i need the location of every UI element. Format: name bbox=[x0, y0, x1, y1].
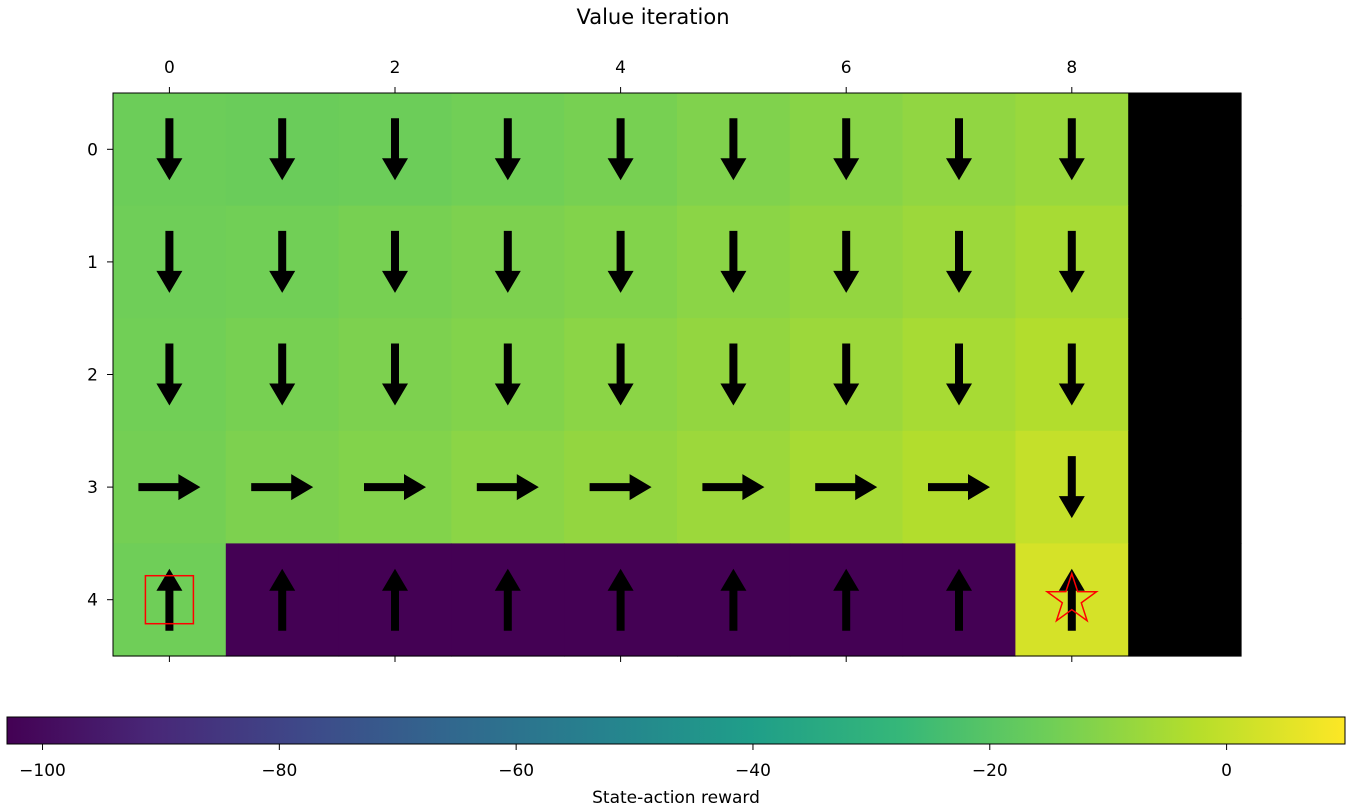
policy-arrow-r1-c4 bbox=[607, 230, 634, 293]
policy-arrow-r2-c6 bbox=[833, 343, 860, 406]
markers bbox=[144, 571, 1099, 625]
policy-arrow-r3-c7 bbox=[928, 474, 990, 501]
heatmap-cell-r0-c9 bbox=[1128, 93, 1242, 207]
policy-arrows bbox=[138, 118, 1085, 631]
x-tick-label-4: 4 bbox=[615, 58, 626, 78]
policy-arrow-r1-c6 bbox=[833, 230, 860, 293]
policy-arrow-r3-c2 bbox=[364, 474, 426, 501]
policy-arrow-r4-c5 bbox=[720, 568, 747, 631]
colorbar-tick-label-0: 0 bbox=[1221, 761, 1232, 781]
policy-arrow-r3-c4 bbox=[589, 474, 652, 501]
policy-arrow-r2-c1 bbox=[269, 343, 296, 406]
colorbar-tick-label--100: −100 bbox=[19, 761, 66, 781]
policy-arrow-r4-c3 bbox=[494, 568, 521, 631]
y-axis-ticks: 0 1 2 3 4 bbox=[87, 140, 113, 611]
policy-arrow-r0-c1 bbox=[269, 118, 296, 181]
policy-arrow-r0-c6 bbox=[833, 118, 860, 181]
heatmap-cells bbox=[113, 93, 1242, 657]
policy-arrow-r3-c3 bbox=[476, 474, 539, 501]
y-tick-label-0: 0 bbox=[87, 140, 98, 160]
y-tick-label-2: 2 bbox=[87, 366, 98, 386]
policy-arrow-r4-c7 bbox=[946, 568, 972, 631]
policy-arrow-r3-c1 bbox=[251, 474, 314, 501]
policy-arrow-r1-c5 bbox=[720, 230, 747, 293]
policy-arrow-r4-c8 bbox=[1058, 568, 1085, 631]
policy-arrow-r0-c3 bbox=[494, 118, 521, 181]
policy-arrow-r4-c2 bbox=[382, 568, 408, 631]
policy-arrow-r1-c7 bbox=[946, 230, 972, 293]
start-square-marker bbox=[144, 574, 195, 625]
policy-arrow-r2-c5 bbox=[720, 343, 747, 406]
policy-arrow-r0-c4 bbox=[607, 118, 634, 181]
policy-arrow-r0-c7 bbox=[946, 118, 972, 181]
policy-arrow-r2-c2 bbox=[382, 343, 408, 406]
colorbar-tick-label--40: −40 bbox=[735, 761, 771, 781]
policy-arrow-r3-c8 bbox=[1058, 456, 1085, 519]
colorbar-tick-label--20: −20 bbox=[972, 761, 1008, 781]
heatmap-cell-r2-c9 bbox=[1128, 318, 1242, 432]
colorbar-label: State-action reward bbox=[592, 788, 760, 808]
policy-arrow-r0-c5 bbox=[720, 118, 747, 181]
x-tick-label-6: 6 bbox=[841, 58, 852, 78]
policy-arrow-r3-c6 bbox=[815, 474, 878, 501]
chart-title: Value iteration bbox=[576, 5, 729, 29]
x-tick-label-0: 0 bbox=[164, 58, 175, 78]
policy-arrow-r0-c8 bbox=[1058, 118, 1085, 181]
colorbar-ticks: −100 −80 −60 −40 −20 0 bbox=[19, 744, 1232, 781]
heatmap-cell-r1-c9 bbox=[1128, 205, 1242, 319]
goal-star-marker bbox=[1044, 571, 1099, 623]
policy-arrow-r2-c3 bbox=[494, 343, 521, 406]
colorbar-tick-label--80: −80 bbox=[261, 761, 297, 781]
policy-arrow-r2-c8 bbox=[1058, 343, 1085, 406]
policy-arrow-r1-c1 bbox=[269, 230, 296, 293]
policy-arrow-r2-c0 bbox=[156, 343, 183, 406]
x-axis-ticks: 0 2 4 6 8 bbox=[164, 58, 1077, 662]
policy-arrow-r0-c2 bbox=[382, 118, 408, 181]
policy-arrow-r1-c8 bbox=[1058, 230, 1085, 293]
policy-arrow-r4-c0 bbox=[156, 568, 183, 631]
policy-arrow-r1-c3 bbox=[494, 230, 521, 293]
policy-arrow-r0-c0 bbox=[156, 118, 183, 181]
x-tick-label-8: 8 bbox=[1066, 58, 1077, 78]
policy-arrow-r4-c4 bbox=[607, 568, 634, 631]
policy-arrow-r4-c1 bbox=[269, 568, 296, 631]
y-tick-label-1: 1 bbox=[87, 253, 98, 273]
policy-arrow-r3-c5 bbox=[702, 474, 765, 501]
policy-arrow-r3-c0 bbox=[138, 474, 201, 501]
x-tick-label-2: 2 bbox=[390, 58, 401, 78]
y-tick-label-4: 4 bbox=[87, 591, 98, 611]
heatmap-cell-r4-c9 bbox=[1128, 543, 1242, 657]
colorbar bbox=[6, 716, 1346, 745]
colorbar-tick-label--60: −60 bbox=[498, 761, 534, 781]
policy-arrow-r1-c2 bbox=[382, 230, 408, 293]
y-tick-label-3: 3 bbox=[87, 478, 98, 498]
policy-arrow-r1-c0 bbox=[156, 230, 183, 293]
policy-arrow-r4-c6 bbox=[833, 568, 860, 631]
policy-arrow-r2-c7 bbox=[946, 343, 972, 406]
policy-arrow-r2-c4 bbox=[607, 343, 634, 406]
heatmap-cell-r3-c9 bbox=[1128, 430, 1242, 544]
